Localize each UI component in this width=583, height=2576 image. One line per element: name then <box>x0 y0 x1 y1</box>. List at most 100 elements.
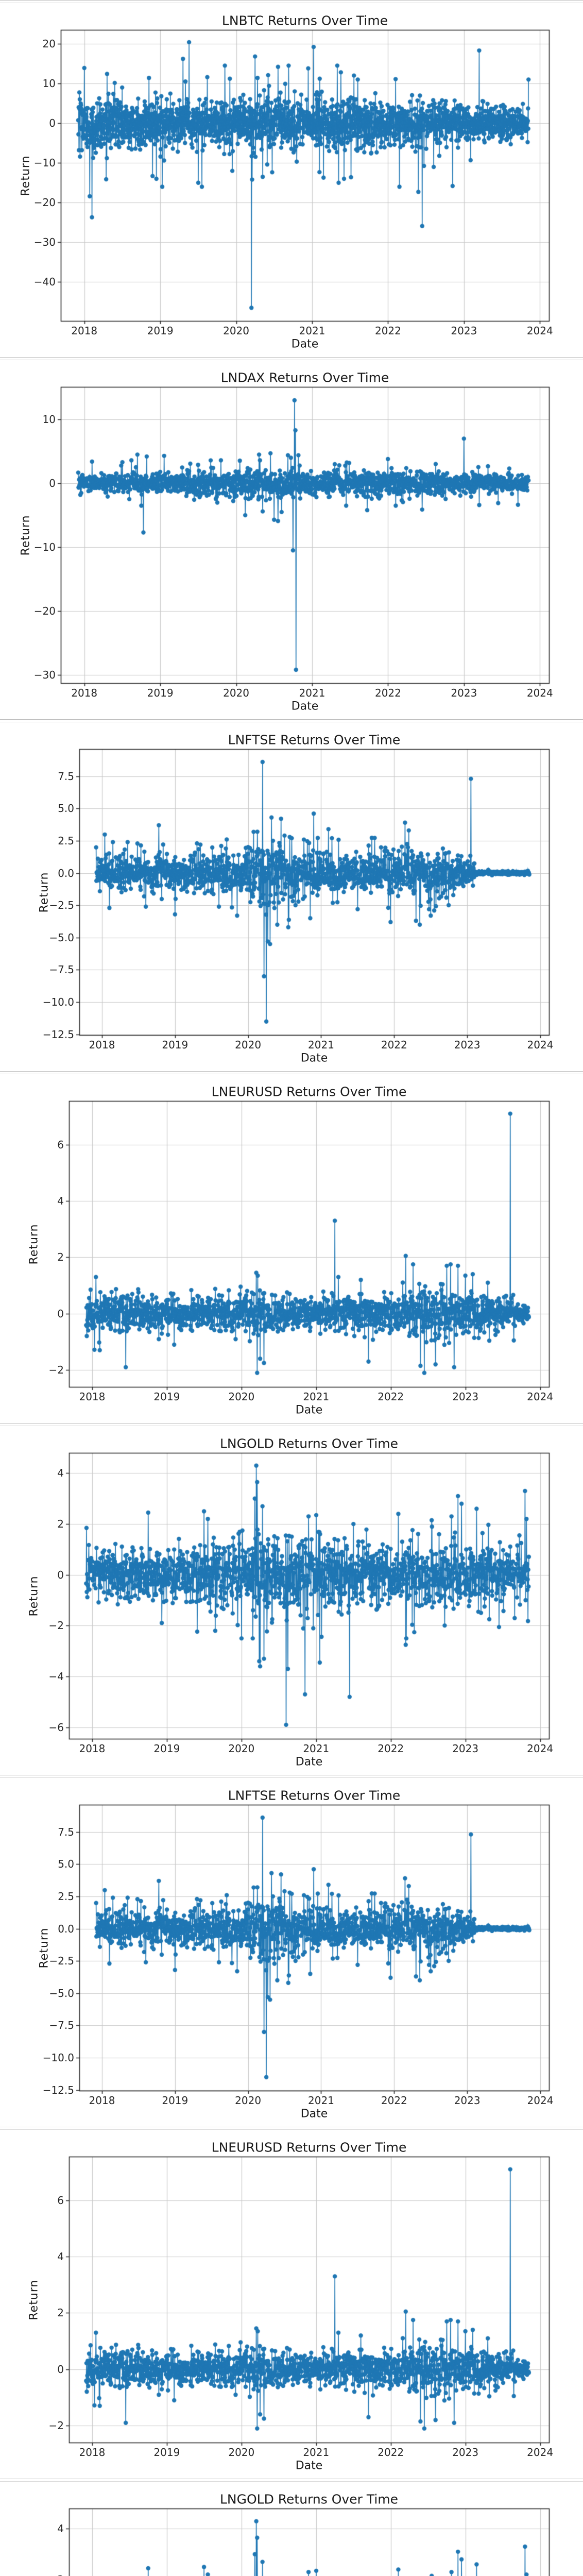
y-tick-label: −5.0 <box>49 931 74 944</box>
x-tick-label: 2021 <box>299 687 325 699</box>
panel-separator <box>0 0 583 3</box>
x-axis-label: Date <box>300 2107 328 2121</box>
panel-separator <box>0 2479 583 2482</box>
x-tick-label: 2022 <box>374 687 401 699</box>
chart-panel-lnbtc: LNBTC Returns Over Time Return Date 20 10… <box>0 3 583 357</box>
y-axis-label: Return <box>27 1223 41 1265</box>
x-tick-label: 2020 <box>228 1391 255 1403</box>
y-tick-label: 10 <box>42 77 56 90</box>
x-tick-label: 2020 <box>235 2094 262 2107</box>
y-tick-label: −2.5 <box>49 899 74 912</box>
x-tick-label: 2018 <box>79 1391 106 1403</box>
x-tick-label: 2024 <box>527 1391 554 1403</box>
y-tick-label: −6 <box>48 1721 64 1734</box>
y-tick-label: −7.5 <box>49 2019 74 2032</box>
chart-title: LNFTSE Returns Over Time <box>228 732 401 748</box>
chart-panel-lnftse: LNFTSE Returns Over Time Return Date 7.5… <box>0 722 583 1071</box>
x-tick-label: 2023 <box>452 1391 479 1403</box>
y-tick-label: −20 <box>33 604 56 617</box>
chart-title: LNBTC Returns Over Time <box>221 13 388 28</box>
y-tick-label: −4 <box>48 1670 64 1683</box>
x-tick-label: 2024 <box>527 1039 554 1051</box>
y-tick-label: 0 <box>57 1568 64 1581</box>
x-tick-label: 2020 <box>228 2446 255 2459</box>
x-tick-label: 2022 <box>381 1039 407 1051</box>
chart-panel-lneurusd-2: LNEURUSD Returns Over Time Return Date 6… <box>0 2130 583 2479</box>
x-tick-label: 2023 <box>454 2094 481 2107</box>
x-tick-label: 2024 <box>527 2094 554 2107</box>
x-tick-label: 2018 <box>79 1742 106 1755</box>
x-tick-label: 2023 <box>454 1039 481 1051</box>
chart-panel-lneurusd: LNEURUSD Returns Over Time Return Date 6… <box>0 1074 583 1423</box>
x-tick-label: 2021 <box>303 1391 330 1403</box>
y-axis-label: Return <box>27 1575 41 1617</box>
y-tick-label: 4 <box>57 2250 64 2263</box>
y-tick-label: −20 <box>33 196 56 209</box>
x-tick-label: 2019 <box>147 687 174 699</box>
x-tick-label: 2023 <box>451 687 477 699</box>
y-tick-label: 0 <box>57 1307 64 1320</box>
x-tick-label: 2023 <box>452 2446 479 2459</box>
x-axis-label: Date <box>295 1403 323 1417</box>
x-tick-label: 2021 <box>308 1039 334 1051</box>
chart-panel-lngold-2: LNGOLD Returns Over Time Return Date 420… <box>0 2482 583 2576</box>
panel-separator <box>0 357 583 360</box>
y-tick-label: 0 <box>49 477 56 490</box>
y-tick-label: −10 <box>33 157 56 170</box>
x-tick-label: 2019 <box>147 325 174 337</box>
panel-separator <box>0 719 583 722</box>
x-axis-label: Date <box>291 337 319 351</box>
x-tick-label: 2021 <box>303 1742 330 1755</box>
x-tick-label: 2019 <box>153 1742 180 1755</box>
x-tick-label: 2020 <box>223 325 250 337</box>
x-tick-label: 2019 <box>162 1039 188 1051</box>
lngold-plot-canvas <box>0 1426 583 1775</box>
x-tick-label: 2019 <box>153 1391 180 1403</box>
y-tick-label: −2 <box>48 2419 64 2432</box>
x-axis-label: Date <box>295 2459 323 2472</box>
x-tick-label: 2018 <box>89 2094 115 2107</box>
x-tick-label: 2023 <box>452 1742 479 1755</box>
y-tick-label: −2 <box>48 1619 64 1632</box>
y-tick-label: 2 <box>57 1518 64 1531</box>
y-axis-label: Return <box>19 514 32 556</box>
x-tick-label: 2024 <box>526 687 553 699</box>
panel-separator <box>0 1071 583 1074</box>
chart-panel-lndax: LNDAX Returns Over Time Return Date 10 0 −… <box>0 360 583 719</box>
y-tick-label: −30 <box>33 236 56 249</box>
y-tick-label: 2 <box>57 1251 64 1264</box>
x-tick-label: 2020 <box>228 1742 255 1755</box>
chart-panel-lnftse-2: LNFTSE Returns Over Time Return Date 7.5… <box>0 1778 583 2127</box>
y-tick-label: 2 <box>57 2307 64 2319</box>
y-tick-label: −40 <box>33 276 56 289</box>
y-tick-label: 6 <box>57 1138 64 1151</box>
panel-separator <box>0 1775 583 1778</box>
x-tick-label: 2020 <box>235 1039 262 1051</box>
x-tick-label: 2024 <box>526 325 553 337</box>
x-tick-label: 2021 <box>299 325 325 337</box>
x-axis-label: Date <box>295 1755 323 1769</box>
x-tick-label: 2024 <box>527 1742 554 1755</box>
y-tick-label: 4 <box>57 1195 64 1208</box>
x-tick-label: 2021 <box>308 2094 334 2107</box>
y-tick-label: 0.0 <box>58 867 74 879</box>
x-tick-label: 2018 <box>79 2446 106 2459</box>
x-tick-label: 2022 <box>374 325 401 337</box>
y-tick-label: −10.0 <box>42 2052 74 2064</box>
panel-separator <box>0 2127 583 2130</box>
y-tick-label: 5.0 <box>58 1858 74 1871</box>
y-tick-label: −10.0 <box>42 996 74 1009</box>
y-tick-label: −7.5 <box>49 963 74 976</box>
x-tick-label: 2022 <box>378 1742 404 1755</box>
panel-separator <box>0 1423 583 1426</box>
y-tick-label: 2 <box>57 2573 64 2576</box>
x-tick-label: 2019 <box>153 2446 180 2459</box>
y-tick-label: 7.5 <box>58 770 74 783</box>
y-tick-label: −12.5 <box>42 2083 74 2096</box>
y-tick-label: 6 <box>57 2194 64 2207</box>
chart-title: LNEURUSD Returns Over Time <box>211 2140 407 2155</box>
chart-title: LNGOLD Returns Over Time <box>220 2492 398 2507</box>
y-tick-label: 0 <box>49 117 56 130</box>
lneurusd-plot-canvas <box>0 1074 583 1423</box>
